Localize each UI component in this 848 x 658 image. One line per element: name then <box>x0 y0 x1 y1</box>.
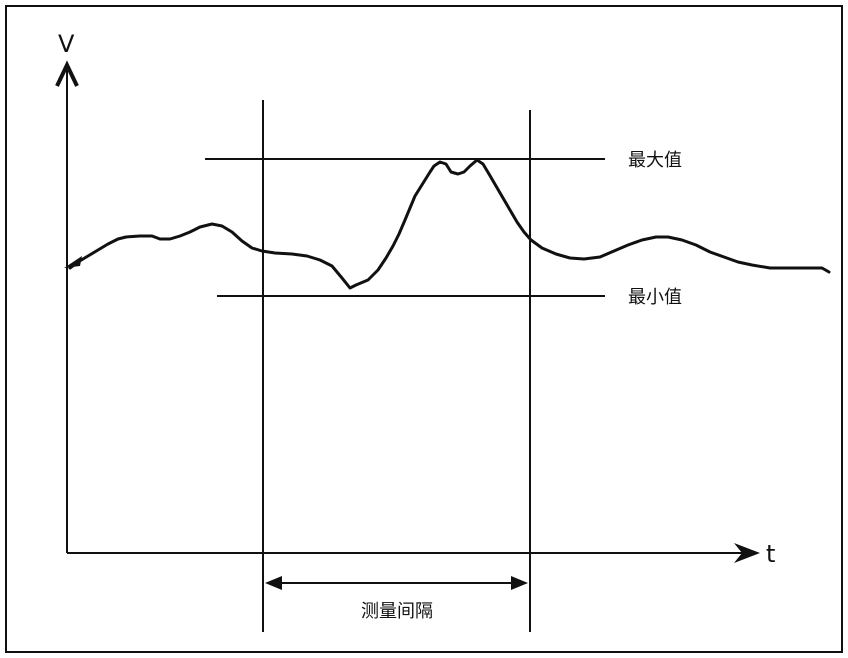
signal-start-arrow-icon <box>64 256 82 268</box>
interval-right-arrow-icon <box>511 576 528 590</box>
y-axis-arrow-icon <box>55 60 79 87</box>
x-axis-label: t <box>766 540 775 568</box>
frame-border <box>5 5 843 653</box>
max-value-label: 最大值 <box>628 150 682 171</box>
interval-label: 测量间隔 <box>361 601 433 622</box>
x-axis-arrow-icon <box>734 543 760 563</box>
min-value-label: 最小值 <box>628 287 682 308</box>
signal-waveform <box>68 158 831 290</box>
interval-left-arrow-icon <box>265 576 282 590</box>
y-axis-label: V <box>58 30 75 58</box>
